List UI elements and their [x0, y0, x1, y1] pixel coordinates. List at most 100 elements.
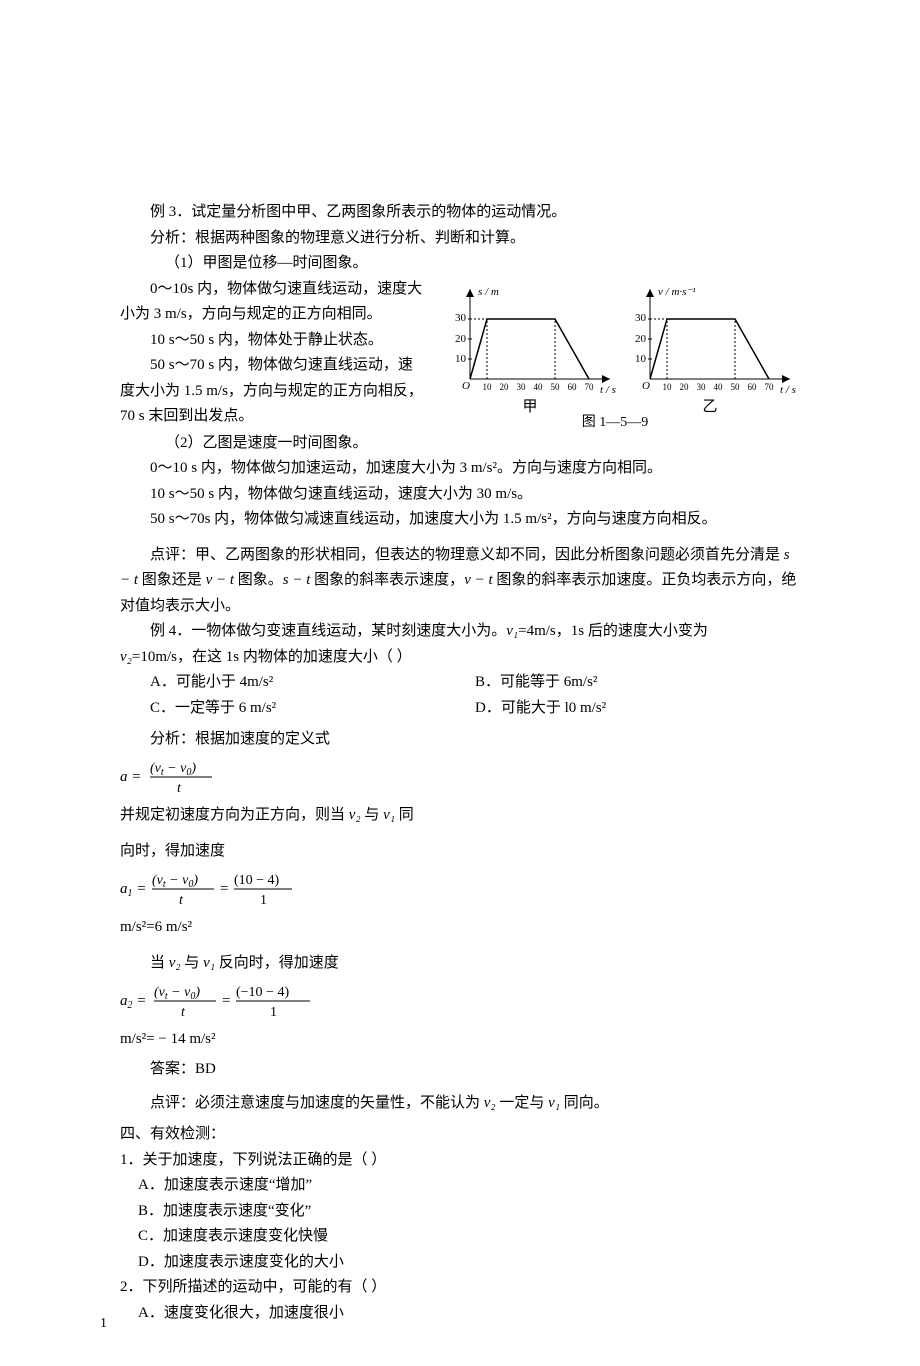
xtick-20-left: 20 [500, 382, 510, 392]
svg-text:=: = [220, 881, 228, 897]
left-ylabel: s / m [478, 286, 499, 298]
comment-mid3: 图象的斜率表示速度， [310, 572, 464, 588]
figure-caption: 图 1—5—9 [582, 415, 649, 430]
xtick-10-left: 10 [483, 382, 493, 392]
example4-comment: 点评：必须注意速度与加速度的矢量性，不能认为 v₂ 一定与 v₁ 同向。 [120, 1091, 800, 1117]
figure-right-label: 乙 [702, 399, 717, 415]
xtick-40-left: 40 [534, 382, 544, 392]
svg-text:(vt − v0): (vt − v0) [154, 985, 200, 1002]
example4-intro2: v₂=10m/s，在这 1s 内物体的加速度大小（ ） [120, 645, 800, 671]
v1-symbol-3: v₁ [203, 955, 215, 971]
svg-text:a1 =: a1 = [120, 881, 146, 899]
formula-a-def: a = (vt − v0) t [120, 757, 214, 797]
figure-svg: 10 20 30 10 20 30 40 50 60 70 [430, 281, 800, 431]
ex4-line2-pre: 向时，得加速度 [120, 843, 225, 859]
right-ylabel: v / m·s⁻¹ [658, 286, 696, 298]
ex4-intro-pre: 例 4．一物体做匀变速直线运动，某时刻速度大小为。 [150, 623, 506, 639]
right-xlabel: t / s [780, 384, 796, 396]
v1-symbol-2: v₁ [383, 807, 395, 823]
ytick-20-right: 20 [635, 333, 647, 345]
xtick-20-right: 20 [680, 382, 690, 392]
st-symbol-2: s − t [283, 572, 311, 588]
svg-text:t: t [179, 893, 184, 908]
ex4-comment-post: 同向。 [560, 1095, 609, 1111]
example3-seg2c: 50 s～70s 内，物体做匀减速直线运动，加速度大小为 1.5 m/s²，方向… [120, 507, 800, 533]
svg-text:(−10 − 4): (−10 − 4) [236, 985, 289, 1000]
comment-mid2: 图象。 [234, 572, 283, 588]
option-b: B．可能等于 6m/s² [475, 670, 800, 696]
svg-text:=: = [222, 993, 230, 1009]
svg-text:t: t [181, 1005, 186, 1020]
vt-symbol-2: v − t [464, 572, 492, 588]
ytick-10-right: 10 [635, 353, 647, 365]
xtick-50-right: 50 [731, 382, 741, 392]
svg-text:a =: a = [120, 769, 141, 785]
example3-intro: 例 3．试定量分析图中甲、乙两图象所表示的物体的运动情况。 [120, 200, 800, 226]
ex4-eq2-result: m/s²= − 14 m/s² [120, 1031, 216, 1047]
formula-a2: a2 = (vt − v0) t = (−10 − 4) 1 [120, 981, 340, 1021]
xtick-70-right: 70 [765, 382, 775, 392]
xtick-30-right: 30 [697, 382, 707, 392]
v2-symbol-4: v₂ [484, 1095, 496, 1111]
ex4-with-1: 与 [361, 807, 384, 823]
ytick-30-left: 30 [455, 312, 467, 324]
v1-symbol: v₁ [506, 623, 518, 639]
v1-symbol-4: v₁ [548, 1095, 560, 1111]
ex4-intro-post: =10m/s，在这 1s 内物体的加速度大小（ ） [132, 649, 412, 665]
v2-symbol-2: v₂ [349, 807, 361, 823]
option-d: D．可能大于 l0 m/s² [475, 696, 800, 722]
example4-analysis: 分析：根据加速度的定义式 a = (vt − v0) t 并规定初速度方向为正方… [120, 721, 800, 833]
ex4-intro-mid: =4m/s，1s 后的速度大小变为 [518, 623, 708, 639]
example3-analysis: 分析：根据两种图象的物理意义进行分析、判断和计算。 [120, 226, 800, 252]
example4-eq1-line: 向时，得加速度 a1 = (vt − v0) t = (10 − 4) 1 m/… [120, 833, 800, 945]
option-a: A．可能小于 4m/s² [150, 670, 475, 696]
ex4-line3-pre: 当 [150, 955, 169, 971]
q1-option-a: A．加速度表示速度“增加” [138, 1173, 800, 1199]
page-container: 例 3．试定量分析图中甲、乙两图象所表示的物体的运动情况。 分析：根据两种图象的… [0, 0, 920, 1366]
svg-text:a2 =: a2 = [120, 993, 146, 1011]
example4-eq2-line: 当 v₂ 与 v₁ 反向时，得加速度 a2 = (vt − v0) t = (−… [120, 945, 800, 1057]
left-xlabel: t / s [600, 384, 616, 396]
q1-option-d: D．加速度表示速度变化的大小 [138, 1250, 800, 1276]
svg-text:(vt − v0): (vt − v0) [150, 761, 196, 778]
comment-pre: 点评：甲、乙两图象的形状相同，但表达的物理意义却不同，因此分析图象问题必须首先分… [150, 547, 784, 563]
ytick-20-left: 20 [455, 333, 467, 345]
xtick-60-left: 60 [568, 382, 578, 392]
svg-text:(vt − v0): (vt − v0) [152, 873, 198, 890]
comment-mid1: 图象还是 [138, 572, 206, 588]
v2-symbol-3: v₂ [169, 955, 181, 971]
q2-option-a: A．速度变化很大，加速度很小 [138, 1301, 800, 1327]
vt-symbol-1: v − t [206, 572, 234, 588]
xtick-60-right: 60 [748, 382, 758, 392]
example3-seg2a: 0～10 s 内，物体做匀加速运动，加速度大小为 3 m/s²。方向与速度方向相… [120, 456, 800, 482]
example4-answer: 答案：BD [120, 1057, 800, 1083]
example3-p1: （1）甲图是位移—时间图象。 [120, 251, 800, 277]
q1-option-b: B．加速度表示速度“变化” [138, 1199, 800, 1225]
xtick-40-right: 40 [714, 382, 724, 392]
ytick-10-left: 10 [455, 353, 467, 365]
origin-right: O [642, 380, 650, 392]
svg-text:1: 1 [270, 1005, 277, 1020]
origin-left: O [462, 380, 470, 392]
ex4-comment-pre: 点评：必须注意速度与加速度的矢量性，不能认为 [150, 1095, 484, 1111]
example4-intro: 例 4．一物体做匀变速直线运动，某时刻速度大小为。v₁=4m/s，1s 后的速度… [120, 619, 800, 645]
figure-left-label: 甲 [522, 399, 537, 415]
figure-1-5-9: 10 20 30 10 20 30 40 50 60 70 [430, 281, 800, 431]
xtick-70-left: 70 [585, 382, 595, 392]
section4-heading: 四、有效检测： [120, 1122, 800, 1148]
xtick-30-left: 30 [517, 382, 527, 392]
ex4-same-dir: 同 [395, 807, 414, 823]
ex4-opposite: 反向时，得加速度 [215, 955, 339, 971]
ex4-with-2: 与 [181, 955, 204, 971]
example3-comment: 点评：甲、乙两图象的形状相同，但表达的物理意义却不同，因此分析图象问题必须首先分… [120, 543, 800, 620]
q1: 1．关于加速度，下列说法正确的是（ ） [120, 1148, 800, 1174]
example3-seg2b: 10 s～50 s 内，物体做匀速直线运动，速度大小为 30 m/s。 [120, 482, 800, 508]
ex4-eq1-result: m/s²=6 m/s² [120, 919, 192, 935]
option-c: C．一定等于 6 m/s² [150, 696, 475, 722]
xtick-50-left: 50 [551, 382, 561, 392]
page-number: 1 [100, 1312, 107, 1336]
ex4-analysis-post: 并规定初速度方向为正方向，则当 [120, 807, 349, 823]
ex4-analysis-pre: 分析：根据加速度的定义式 [150, 731, 330, 747]
svg-text:t: t [177, 781, 182, 796]
example3-p2: （2）乙图是速度一时间图象。 [120, 431, 800, 457]
